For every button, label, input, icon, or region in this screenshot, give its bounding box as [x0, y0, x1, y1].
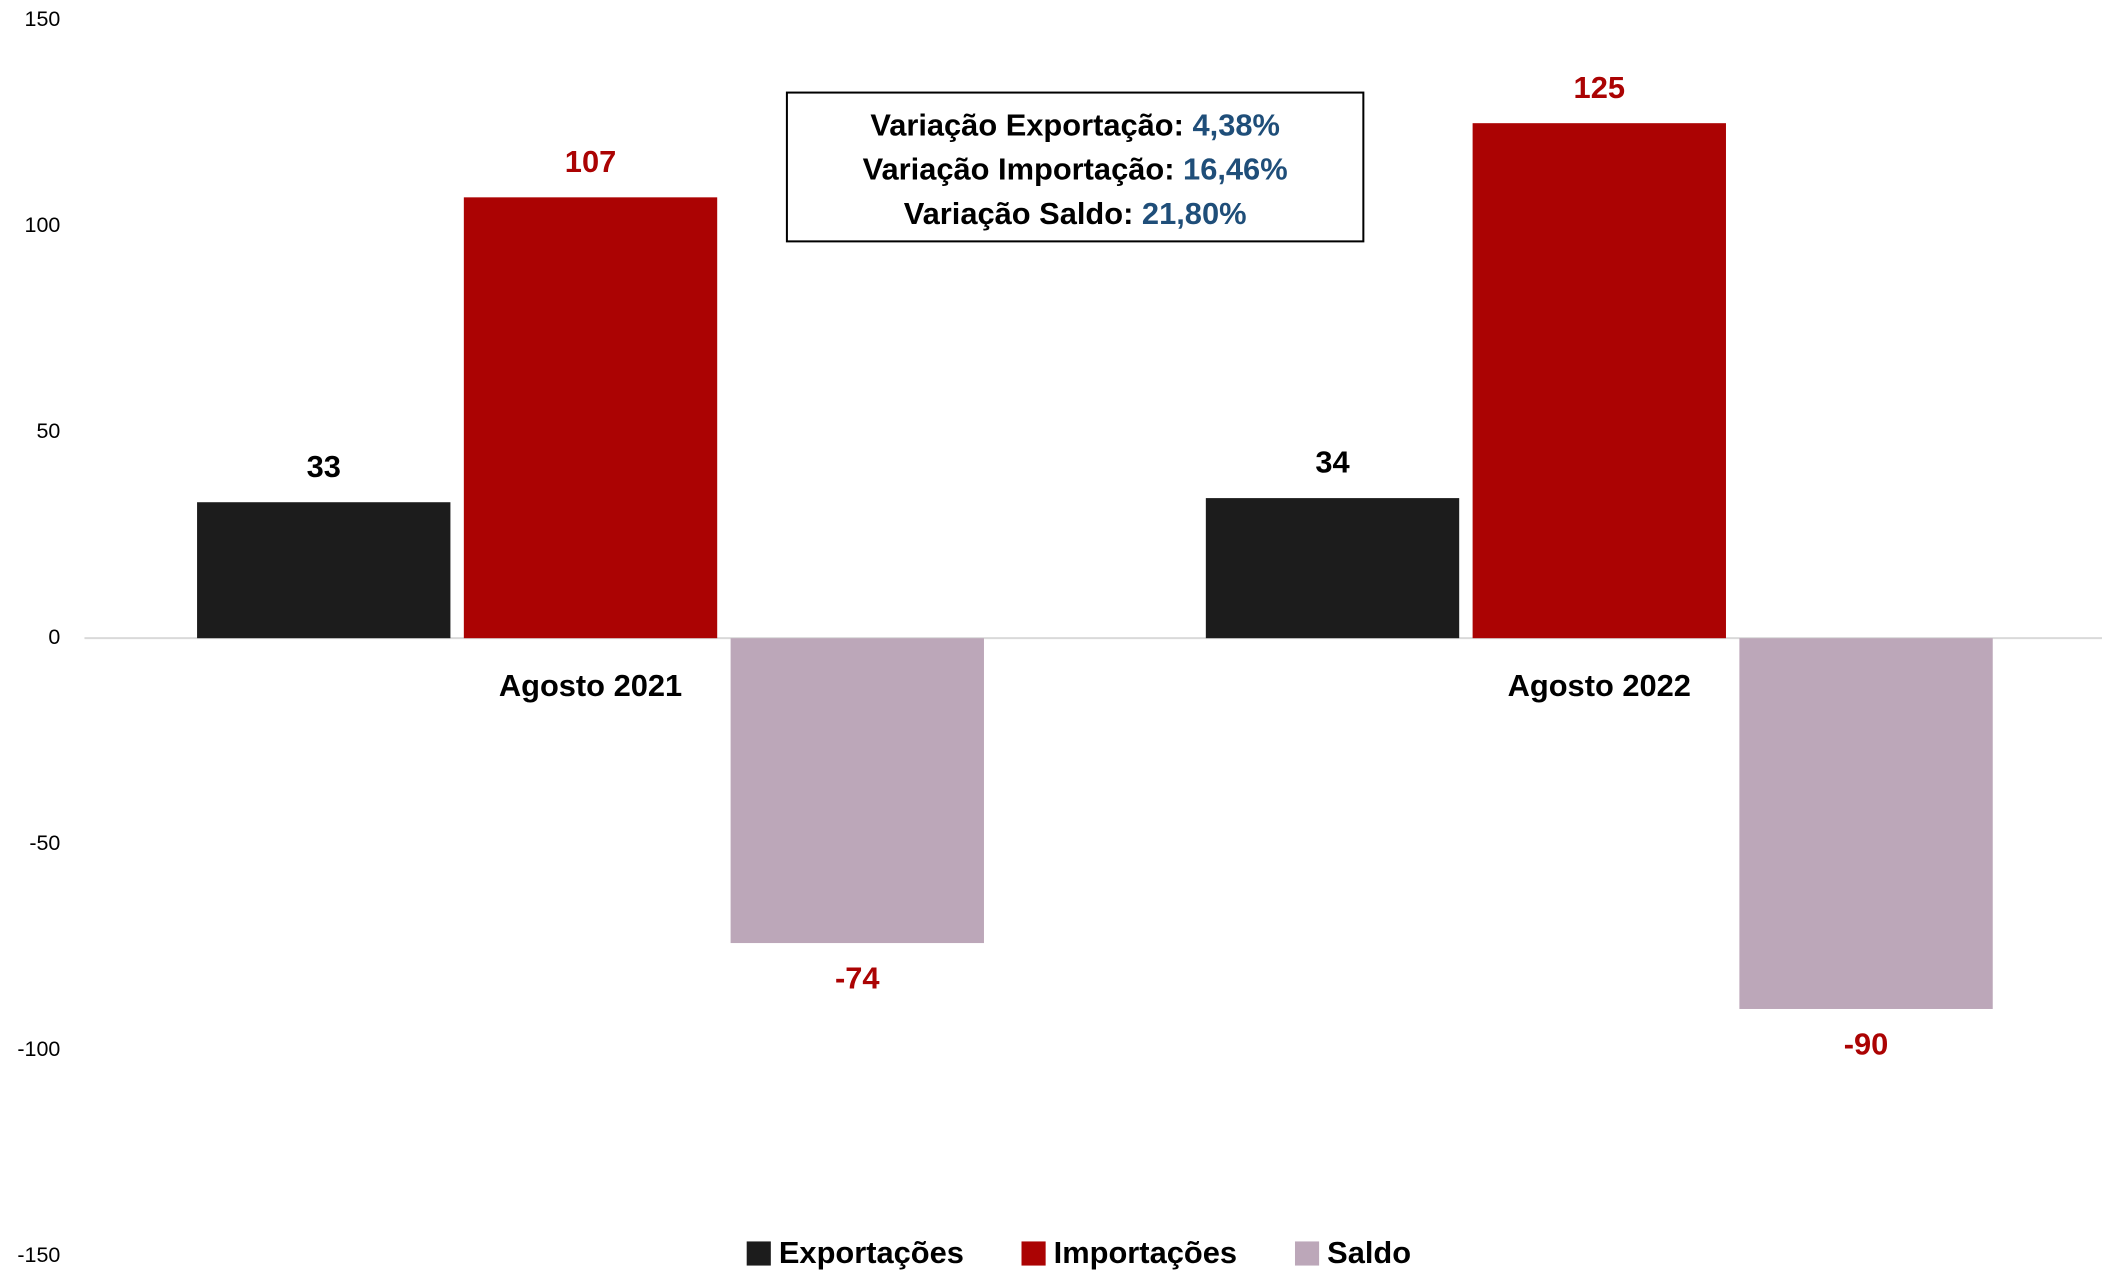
x-tick-label: Agosto 2022: [1508, 668, 1691, 703]
bar: [197, 502, 451, 639]
annotation-value: 16,46%: [1183, 152, 1288, 187]
y-tick-label: -50: [29, 831, 60, 855]
y-tick-label: 100: [25, 213, 61, 237]
annotation-label: Variação Exportação:: [870, 108, 1184, 143]
bar: [1739, 638, 1993, 1009]
legend-swatch: [746, 1241, 771, 1266]
data-label: 125: [1574, 70, 1625, 105]
annotation-box: [785, 91, 1365, 243]
annotation: Variação Exportação: 4,38%: [870, 108, 1280, 143]
annotation: Variação Saldo: 21,80%: [904, 196, 1247, 231]
data-label: 33: [307, 449, 341, 484]
legend-label: Saldo: [1327, 1235, 1411, 1270]
y-tick-label: -150: [17, 1243, 60, 1267]
annotation-value: 21,80%: [1142, 196, 1247, 231]
x-tick-label: Agosto 2021: [499, 668, 682, 703]
data-label: -74: [835, 961, 880, 996]
y-tick-label: 150: [25, 7, 61, 31]
y-tick-label: 0: [48, 625, 60, 649]
data-label: 34: [1315, 445, 1349, 480]
annotation-label: Variação Importação:: [863, 152, 1175, 187]
data-label: 107: [565, 144, 616, 179]
annotation-label: Variação Saldo:: [904, 196, 1134, 231]
bar: [1472, 123, 1726, 639]
legend-swatch: [1294, 1241, 1320, 1266]
legend-label: Importações: [1054, 1235, 1237, 1270]
bar: [463, 197, 718, 639]
data-label: -90: [1844, 1027, 1889, 1062]
legend-swatch: [1021, 1241, 1046, 1266]
bar: [730, 638, 984, 944]
bar: [1205, 498, 1460, 639]
annotation: Variação Importação: 16,46%: [863, 152, 1288, 187]
y-tick-label: 50: [36, 419, 60, 443]
y-tick-label: -100: [17, 1037, 60, 1061]
annotation-value: 4,38%: [1192, 108, 1279, 143]
legend-label: Exportações: [779, 1235, 964, 1270]
